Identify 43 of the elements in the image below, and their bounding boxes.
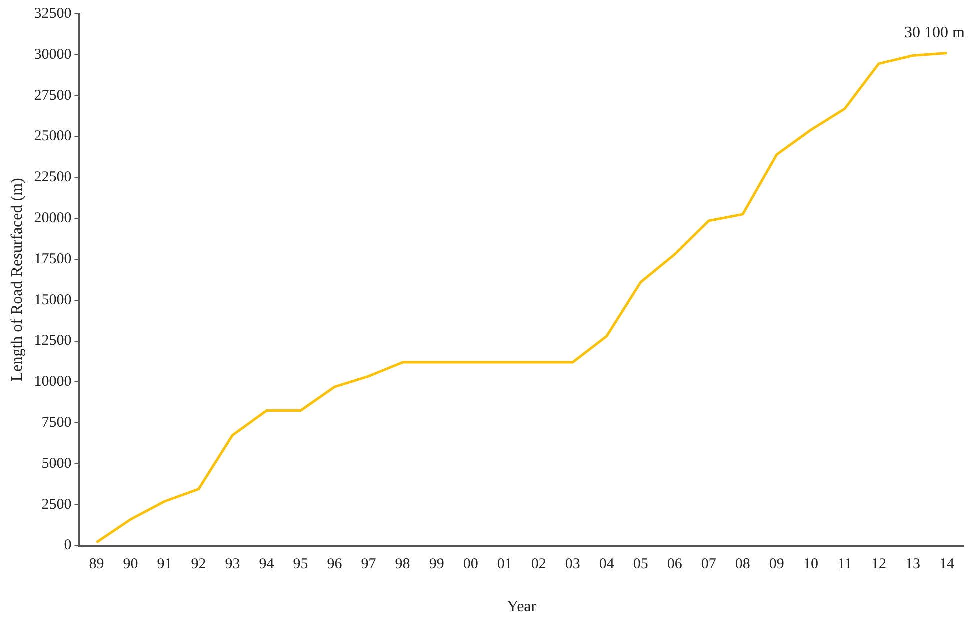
x-tick-label: 89 — [89, 556, 104, 573]
x-tick-label: 91 — [157, 556, 172, 573]
x-tick-label: 03 — [565, 556, 580, 573]
y-tick-label: 25000 — [34, 128, 72, 145]
y-tick-label: 17500 — [34, 251, 72, 268]
y-tick-label: 15000 — [34, 292, 72, 308]
y-tick-label: 30000 — [34, 46, 72, 63]
x-tick-label: 94 — [259, 556, 275, 573]
y-tick-label: 10000 — [34, 374, 72, 390]
y-axis-title: Length of Road Resurfaced (m) — [8, 178, 26, 382]
y-tick-label: 32500 — [34, 6, 72, 22]
x-tick-label: 02 — [531, 556, 546, 573]
x-tick-label: 09 — [769, 556, 784, 573]
x-tick-label: 95 — [293, 556, 308, 573]
x-tick-label: 97 — [361, 556, 377, 573]
y-tick-label: 12500 — [34, 333, 72, 350]
annotation: 30 100 m — [904, 24, 966, 42]
x-tick-label: 96 — [327, 556, 343, 573]
x-tick-label: 12 — [871, 556, 886, 573]
y-tick-label: 22500 — [34, 170, 72, 186]
y-tick-label: 0 — [64, 538, 72, 554]
x-tick-label: 11 — [838, 556, 852, 573]
x-tick-label: 99 — [429, 556, 444, 573]
x-tick-label: 98 — [395, 556, 410, 573]
x-tick-label: 10 — [803, 556, 818, 573]
x-tick-label: 90 — [123, 556, 138, 573]
x-tick-label: 13 — [905, 556, 920, 573]
y-tick-label: 27500 — [34, 88, 72, 104]
x-tick-label: 14 — [939, 556, 955, 573]
x-tick-label: 05 — [633, 556, 648, 573]
x-tick-label: 01 — [497, 556, 512, 573]
x-tick-label: 08 — [735, 556, 750, 573]
x-tick-label: 00 — [463, 556, 478, 573]
x-tick-label: 92 — [191, 556, 206, 573]
y-tick-label: 20000 — [34, 210, 72, 226]
x-tick-label: 06 — [667, 556, 683, 573]
x-tick-label: 07 — [701, 556, 717, 573]
y-tick-label: 7500 — [42, 415, 72, 432]
x-tick-label: 93 — [225, 556, 240, 573]
y-tick-label: 2500 — [42, 496, 72, 513]
x-tick-label: 04 — [599, 556, 615, 573]
x-axis-title: Year — [507, 598, 538, 616]
y-tick-label: 5000 — [42, 456, 72, 472]
